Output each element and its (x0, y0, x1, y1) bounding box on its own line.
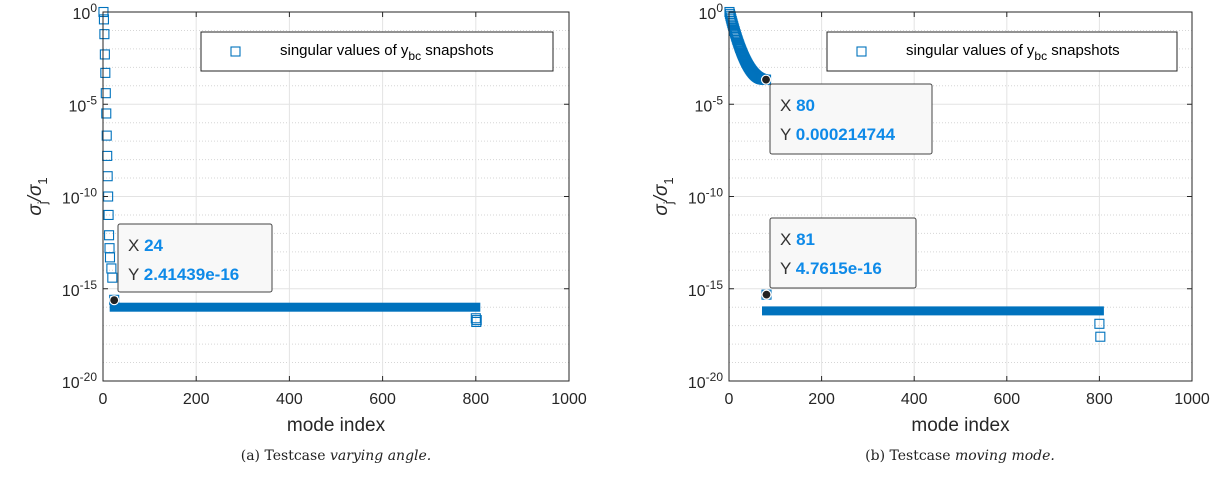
y-tick-label: 100 (699, 1, 724, 23)
data-point-band (762, 306, 1104, 316)
datatip-box (769, 83, 933, 155)
y-tick-label: 10-15 (62, 278, 97, 300)
x-tick-label: 600 (369, 391, 396, 408)
legend-marker (856, 46, 867, 57)
data-point (99, 49, 110, 60)
y-axis-label: σj/σ1 (651, 177, 676, 215)
data-point-band (109, 302, 481, 312)
data-point (1095, 331, 1106, 342)
x-tick-label: 200 (183, 391, 210, 408)
legend-box (826, 31, 1178, 72)
data-point (104, 252, 116, 263)
x-tick-label: 1000 (1174, 391, 1210, 408)
x-tick-label: 0 (725, 391, 734, 408)
y-tick-label: 10-10 (62, 186, 97, 208)
x-tick-label: 600 (993, 391, 1020, 408)
legend-box (200, 31, 554, 72)
data-point (98, 14, 109, 25)
datatip-y-row: Y 0.000214744 (780, 125, 896, 144)
data-point (107, 272, 118, 283)
legend-label: singular values of ybc snapshots (906, 42, 1120, 63)
datatip: X 24 Y 2.41439e-16 (109, 223, 273, 306)
y-tick-label: 10-15 (688, 278, 723, 300)
datatip-x-row: X 80 (780, 96, 815, 115)
y-tick-label: 10-20 (688, 370, 723, 392)
data-point (104, 230, 115, 241)
y-tick-label: 10-5 (69, 93, 98, 115)
datatip-x-row: X 24 (128, 236, 164, 255)
y-tick-label: 10-20 (62, 370, 97, 392)
data-point (103, 209, 114, 220)
datatip: X 80 Y 0.000214744 (760, 74, 933, 155)
y-tick-label: 10-5 (695, 93, 724, 115)
y-axis-label: σj/σ1 (25, 177, 50, 215)
data-point (101, 130, 112, 141)
subplot-b: 0 200 400 600 800 1000 10-20 10-15 10-10 10-5 100 m… (651, 1, 1210, 464)
subplot-caption: (b) Testcase moving mode. (865, 448, 1055, 464)
datatip-marker (761, 289, 772, 300)
data-point (101, 108, 112, 119)
x-axis-label: mode index (287, 415, 386, 436)
legend: singular values of ybc snapshots (826, 31, 1178, 72)
x-tick-label: 800 (1086, 391, 1113, 408)
x-tick-label: 400 (901, 391, 928, 408)
datatip-marker (760, 74, 772, 85)
x-tick-label: 200 (808, 391, 835, 408)
x-tick-label: 800 (462, 391, 489, 408)
legend-label: singular values of ybc snapshots (280, 42, 494, 63)
legend-marker (230, 46, 241, 57)
datatip-box (769, 217, 917, 289)
x-tick-label: 1000 (551, 391, 587, 408)
x-tick-label: 0 (99, 391, 108, 408)
data-point (100, 67, 111, 78)
x-axis-label: mode index (911, 415, 1010, 436)
data-point (1094, 318, 1105, 329)
subplot-caption: (a) Testcase varying angle. (241, 448, 432, 464)
datatip: X 81 Y 4.7615e-16 (761, 217, 917, 300)
datatip-y-row: Y 2.41439e-16 (128, 265, 239, 284)
datatip-x-row: X 81 (780, 230, 815, 249)
datatip-box (117, 223, 273, 293)
subplot-a: 0 200 400 600 800 1000 10-20 10-15 10-10 10-5 100 m… (25, 1, 587, 464)
data-point (471, 315, 482, 326)
y-tick-label: 100 (73, 1, 98, 23)
data-point (100, 88, 111, 99)
legend: singular values of ybc snapshots (200, 31, 554, 72)
x-tick-label: 400 (276, 391, 303, 408)
data-point (99, 29, 110, 40)
y-tick-label: 10-10 (688, 186, 723, 208)
datatip-marker (109, 295, 120, 306)
datatip-y-row: Y 4.7615e-16 (780, 259, 882, 278)
